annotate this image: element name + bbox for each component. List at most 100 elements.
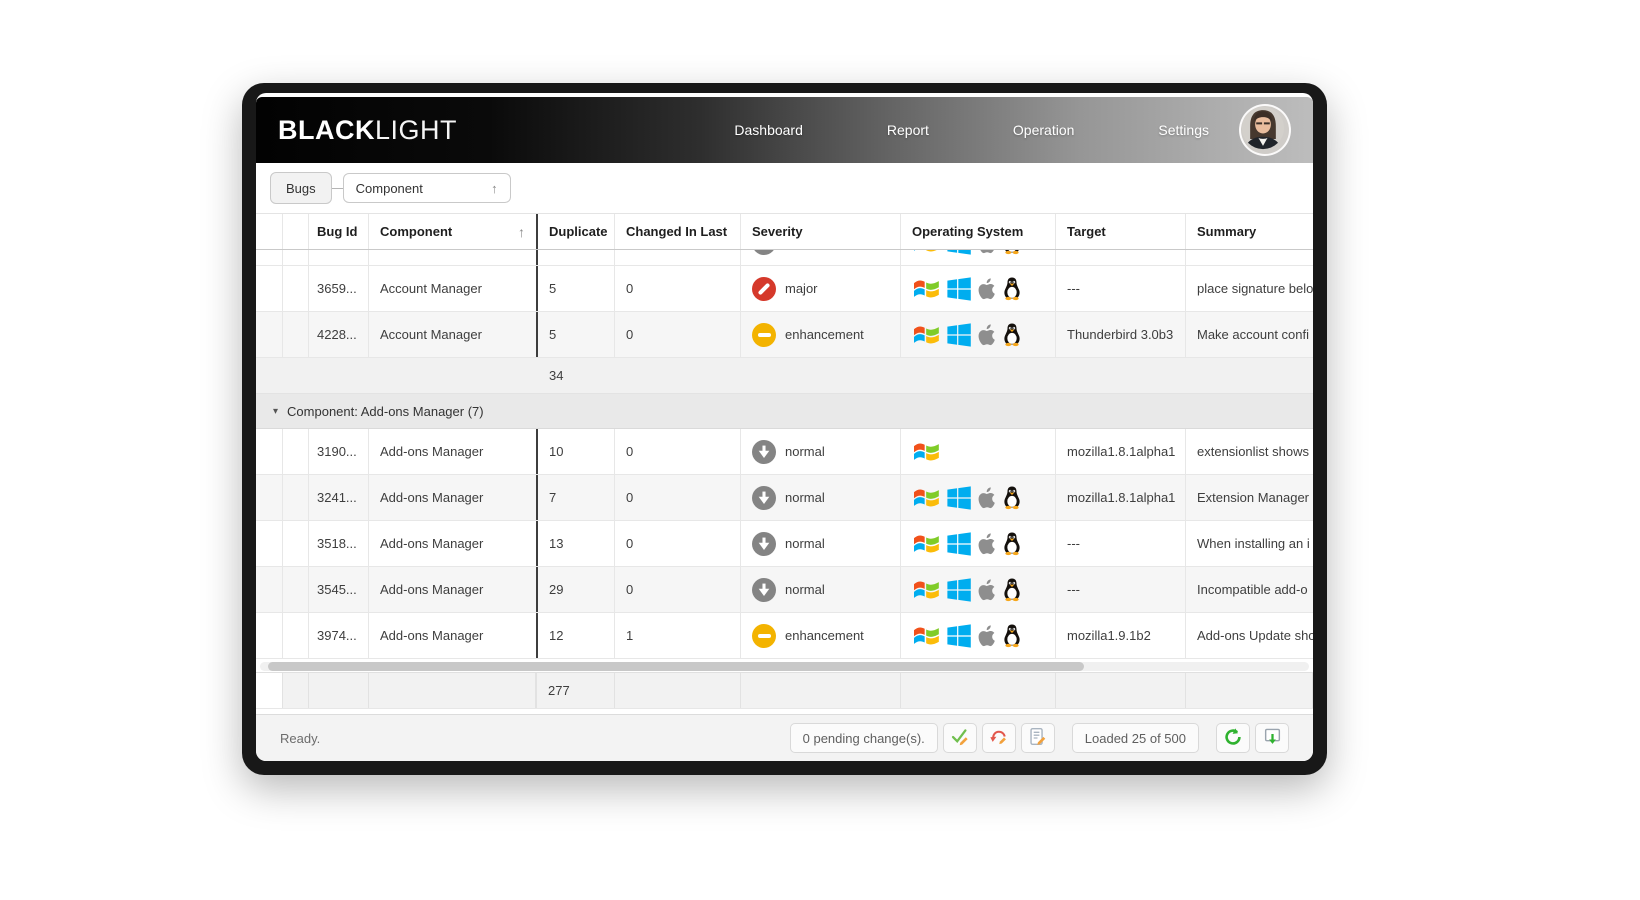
- row-handle: [256, 429, 283, 474]
- column-header-os[interactable]: Operating System: [901, 214, 1056, 249]
- cell-changed-in-last: 0: [615, 266, 741, 311]
- windows-legacy-icon: [912, 485, 941, 510]
- apply-changes-icon: [950, 727, 969, 749]
- windows-icon: [946, 322, 972, 348]
- user-avatar[interactable]: [1239, 104, 1291, 156]
- bugs-button[interactable]: Bugs: [270, 172, 332, 204]
- column-header-summary[interactable]: Summary: [1186, 214, 1313, 249]
- cell-duplicate: [536, 250, 615, 265]
- grid-footer: 277: [256, 672, 1313, 709]
- column-header-component[interactable]: Component ↑: [369, 214, 536, 249]
- bug-row[interactable]: 4228... Account Manager 5 0 enhancement Thund…: [256, 312, 1313, 358]
- apple-icon: [977, 577, 997, 602]
- loaded-count: Loaded 25 of 500: [1071, 723, 1199, 753]
- cell-duplicate: 13: [536, 521, 615, 566]
- cell-component: Add-ons Manager: [380, 444, 484, 459]
- bug-row-clipped[interactable]: normal: [256, 250, 1313, 266]
- apple-icon: [977, 322, 997, 347]
- column-header-label: Component: [380, 224, 453, 239]
- summary-cell: [615, 673, 741, 708]
- severity-normal-icon: [752, 250, 776, 255]
- column-header-spacer[interactable]: [256, 214, 283, 249]
- cell-target: ---: [1056, 266, 1186, 311]
- app-window: BLACKLIGHT Dashboard Report Operation Se…: [242, 83, 1327, 775]
- summary-cell: [309, 673, 369, 708]
- severity-label: enhancement: [785, 327, 864, 342]
- summary-cell: [1056, 673, 1186, 708]
- summary-cell: [741, 673, 901, 708]
- column-header-spacer[interactable]: [283, 214, 309, 249]
- bug-row[interactable]: 3545... Add-ons Manager 29 0 normal --- Incomp…: [256, 567, 1313, 613]
- row-handle: [283, 312, 309, 357]
- grouping-toolbar: Bugs Component ↑: [256, 163, 1313, 213]
- pending-changes-indicator: 0 pending change(s).: [789, 723, 938, 753]
- sort-ascending-icon: ↑: [491, 180, 498, 196]
- refresh-button[interactable]: [1216, 723, 1250, 753]
- bug-row[interactable]: normal: [256, 250, 1313, 266]
- severity-label: normal: [785, 490, 825, 505]
- cell-summary: extensionlist shows: [1197, 444, 1309, 459]
- apple-icon: [977, 276, 997, 301]
- cell-operating-system: [901, 613, 1056, 658]
- refresh-icon: [1223, 727, 1243, 750]
- horizontal-scrollbar-thumb[interactable]: [268, 662, 1084, 671]
- column-header-bug_id[interactable]: Bug Id: [309, 214, 369, 249]
- severity-major-icon: [752, 276, 776, 301]
- cell-severity: normal: [741, 521, 901, 566]
- cell-target: [1056, 250, 1186, 265]
- row-handle: [256, 475, 283, 520]
- cell-bug-id: 4228...: [309, 312, 369, 357]
- cell-duplicate: 5: [536, 312, 615, 357]
- horizontal-scrollbar[interactable]: [256, 660, 1313, 672]
- linux-icon: [1002, 623, 1022, 648]
- cell-bug-id: 3190...: [309, 429, 369, 474]
- linux-icon: [1002, 250, 1022, 255]
- grand-summary-row: 277: [256, 672, 1313, 709]
- bug-row[interactable]: 3659... Account Manager 5 0 major --- place si…: [256, 266, 1313, 312]
- edit-log-button[interactable]: [1020, 723, 1055, 753]
- cell-target: mozilla1.9.1b2: [1056, 613, 1186, 658]
- nav-settings[interactable]: Settings: [1158, 122, 1209, 138]
- cell-changed-in-last: [615, 250, 741, 265]
- bug-row[interactable]: 3518... Add-ons Manager 13 0 normal --- When i…: [256, 521, 1313, 567]
- group-header-label: Component: Add-ons Manager (7): [287, 403, 484, 419]
- cell-severity: enhancement: [741, 613, 901, 658]
- severity-normal-icon: [752, 439, 776, 464]
- nav-operation[interactable]: Operation: [1012, 122, 1075, 138]
- group-header-row[interactable]: ▾ Component: Add-ons Manager (7): [256, 394, 1313, 429]
- bug-row[interactable]: 3241... Add-ons Manager 7 0 normal mozilla1.8…: [256, 475, 1313, 521]
- cell-target: Thunderbird 3.0b3: [1056, 312, 1186, 357]
- summary-duplicate-total: 34: [549, 368, 564, 383]
- row-handle: [256, 266, 283, 311]
- severity-normal-icon: [752, 485, 776, 510]
- row-handle: [256, 613, 283, 658]
- column-header-duplicate[interactable]: Duplicate: [536, 214, 615, 249]
- cell-component: Add-ons Manager: [380, 490, 484, 505]
- bug-row[interactable]: 3974... Add-ons Manager 12 1 enhancement mozi…: [256, 613, 1313, 659]
- cell-changed-in-last: 0: [615, 521, 741, 566]
- nav-report[interactable]: Report: [886, 122, 929, 138]
- column-header-label: Duplicate: [549, 224, 608, 239]
- bug-row[interactable]: 3190... Add-ons Manager 10 0 normal mozilla1.…: [256, 429, 1313, 475]
- group-by-select[interactable]: Component ↑: [342, 173, 511, 203]
- collapse-group-icon[interactable]: ▾: [273, 405, 279, 417]
- cell-duplicate: 5: [536, 266, 615, 311]
- column-header-severity[interactable]: Severity: [741, 214, 901, 249]
- linux-icon: [1002, 322, 1022, 347]
- column-header-label: Target: [1067, 224, 1106, 239]
- windows-legacy-icon: [912, 276, 941, 301]
- summary-cell: [1056, 358, 1186, 393]
- app-content: BLACKLIGHT Dashboard Report Operation Se…: [256, 93, 1313, 761]
- column-header-changed[interactable]: Changed In Last: [615, 214, 741, 249]
- export-button[interactable]: [1255, 723, 1289, 753]
- cell-summary: When installing an i: [1197, 536, 1310, 551]
- column-header-target[interactable]: Target: [1056, 214, 1186, 249]
- app-header: BLACKLIGHT Dashboard Report Operation Se…: [256, 97, 1313, 163]
- revert-changes-button[interactable]: [981, 723, 1016, 753]
- cell-operating-system: [901, 250, 1056, 265]
- apply-changes-button[interactable]: [942, 723, 977, 753]
- windows-icon: [946, 276, 972, 302]
- nav-dashboard[interactable]: Dashboard: [734, 122, 803, 138]
- cell-duplicate: 10: [536, 429, 615, 474]
